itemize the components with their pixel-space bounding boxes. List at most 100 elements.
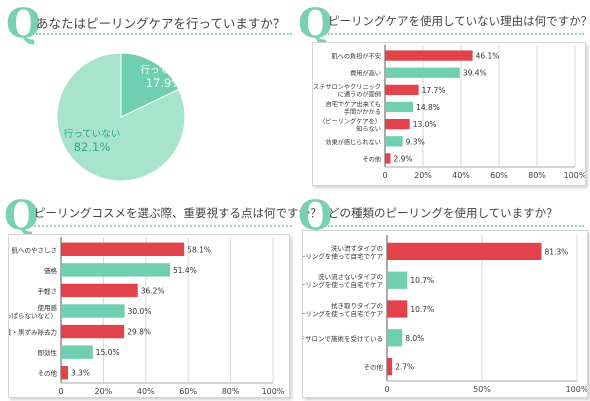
x-tick-label: 0	[58, 387, 63, 396]
bar-chart-frame: 0 50% 100% 81.3% 洗い流すタイプのピーリングを使って自宅でケア 10.7%…	[286, 230, 589, 398]
category-label: 肌への負担が不安	[332, 53, 382, 61]
question-header: Q ピーリングコスメを選ぶ際、重要視する点は何ですか？	[4, 192, 322, 239]
category-label: 価格	[44, 266, 58, 275]
bar-value-label: 10.7%	[410, 305, 434, 314]
bar	[385, 136, 403, 147]
category-label: 洗い流すタイプの	[331, 243, 383, 252]
bar-value-label: 58.1%	[187, 245, 211, 254]
bar	[385, 101, 414, 113]
x-tick-label: 20%	[414, 171, 432, 180]
category-label: その他	[362, 155, 381, 163]
bar-value-label: 3.3%	[71, 369, 90, 378]
bar	[387, 300, 408, 318]
x-tick-label: 0	[382, 171, 387, 180]
category-label: （つっぱらないなど）	[9, 312, 57, 320]
question-header: Q あなたはピーリングケアを行っていますか？	[6, 4, 296, 44]
category-label: 肌へのやさしさ	[12, 246, 58, 254]
category-label: 知らない	[356, 125, 381, 133]
pie-slice-value: 82.1%	[74, 140, 111, 154]
category-label: 効果が感じられない	[325, 138, 381, 146]
bar-chart: 0 20% 40% 60% 80% 100% 46.1% 肌への負担が不安 39.4% 費用が高い…	[307, 45, 587, 180]
bar-value-label: 81.3%	[544, 247, 568, 256]
category-label: その他	[38, 369, 58, 378]
category-label: ピーリングを使って自宅でケア	[303, 309, 383, 318]
bar	[61, 283, 138, 298]
bar-value-label: 17.7%	[422, 86, 446, 95]
category-label: ピーリングを使って自宅でケア	[303, 251, 383, 260]
pie-slice	[120, 52, 180, 118]
bar-chart-frame: 0 20% 40% 60% 80% 100% 46.1% 肌への負担が不安 39.4% 費用が高い…	[307, 42, 587, 186]
dotted-underline	[36, 33, 292, 35]
bar	[387, 242, 542, 261]
panel-non-use-reasons: Q ピーリングケアを使用していない理由は何ですか？ 0 20% 40% 60% 80% 1…	[298, 0, 590, 190]
q-mark: Q	[6, 0, 41, 47]
dotted-underline	[328, 225, 584, 227]
category-label: 角質・黒ずみ除去力	[9, 328, 57, 337]
bar	[387, 357, 393, 376]
category-label: ピーリングを使って自宅でケア	[303, 280, 383, 289]
x-tick-label: 40%	[452, 171, 470, 180]
bar	[385, 50, 473, 61]
category-label: 即効性	[38, 348, 58, 357]
x-tick-label: 60%	[179, 387, 197, 396]
x-tick-label: 0	[384, 385, 389, 394]
bar-value-label: 46.1%	[476, 52, 500, 61]
bar-value-label: 10.7%	[410, 276, 434, 285]
question-text: あなたはピーリングケアを行っていますか？	[36, 16, 286, 31]
question-header: Q どの種類のピーリングを使用していますか？	[298, 196, 588, 236]
x-tick-label: 100%	[566, 385, 587, 394]
x-tick-label: 20%	[95, 387, 113, 396]
category-label: エステサロンで施術を受けている	[303, 334, 383, 343]
bar	[61, 263, 170, 277]
category-label: 手間がかかる	[344, 108, 381, 116]
dotted-underline	[34, 225, 292, 227]
category-label: 使用感	[38, 303, 58, 312]
x-tick-label: 80%	[528, 171, 546, 180]
bar	[61, 242, 185, 256]
dotted-underline	[328, 33, 584, 35]
bar-value-label: 8.0%	[405, 334, 424, 343]
x-tick-label: 50%	[473, 385, 491, 394]
x-tick-label: 100%	[564, 171, 585, 180]
bar	[385, 84, 419, 95]
q-mark: Q	[298, 192, 333, 239]
x-tick-label: 60%	[490, 171, 508, 180]
bar-value-label: 30.0%	[128, 307, 152, 316]
category-label: 費用が高い	[350, 70, 381, 78]
x-tick-label: 40%	[137, 387, 155, 396]
bar	[385, 153, 391, 164]
x-tick-label: 80%	[222, 387, 240, 396]
bar	[385, 67, 460, 78]
x-tick-label: 100%	[262, 387, 285, 396]
bar-value-label: 29.8%	[127, 328, 151, 337]
bar	[61, 345, 93, 359]
panel-peeling-usage: Q あなたはピーリングケアを行っていますか？ 行っている 17.9% 行っていない 8…	[6, 4, 296, 190]
bar	[61, 324, 125, 339]
category-label: 拭き取りタイプの	[331, 301, 383, 310]
bar-value-label: 2.7%	[395, 363, 414, 372]
bar-value-label: 36.2%	[141, 286, 165, 295]
category-label: その他	[364, 363, 384, 372]
bar-value-label: 51.4%	[173, 266, 197, 275]
category-label: に通うのが面倒	[338, 91, 381, 99]
category-label: （ピーリングケアを）	[319, 117, 381, 125]
question-text: ピーリングケアを使用していない理由は何ですか？	[328, 14, 590, 28]
q-mark: Q	[4, 192, 39, 239]
pie-slice-label: 行っていない	[64, 128, 121, 140]
category-label: 自宅でケア出来ても	[326, 100, 381, 108]
bar	[387, 271, 408, 289]
pie-slice-label: 行っている	[140, 64, 187, 76]
question-text: どの種類のピーリングを使用していますか？	[328, 206, 558, 220]
bar-value-label: 15.0%	[96, 348, 120, 357]
category-label: 洗い流さないタイプの	[318, 272, 383, 281]
bar	[385, 119, 410, 130]
pie-chart-frame: 行っている 17.9% 行っていない 82.1%	[16, 49, 278, 189]
bar-chart-frame: 0 20% 40% 60% 80% 100% 58.1% 肌へのやさしさ 51.4% 価格 36.2…	[0, 234, 290, 398]
panel-peeling-types: Q どの種類のピーリングを使用していますか？ 0 50% 100% 81.3% 洗い流す…	[286, 196, 589, 398]
q-mark: Q	[298, 0, 333, 47]
bar	[61, 304, 125, 318]
pie-slice	[56, 52, 186, 182]
bar-value-label: 2.9%	[394, 154, 413, 163]
pie-slice-value: 17.9%	[146, 76, 183, 90]
